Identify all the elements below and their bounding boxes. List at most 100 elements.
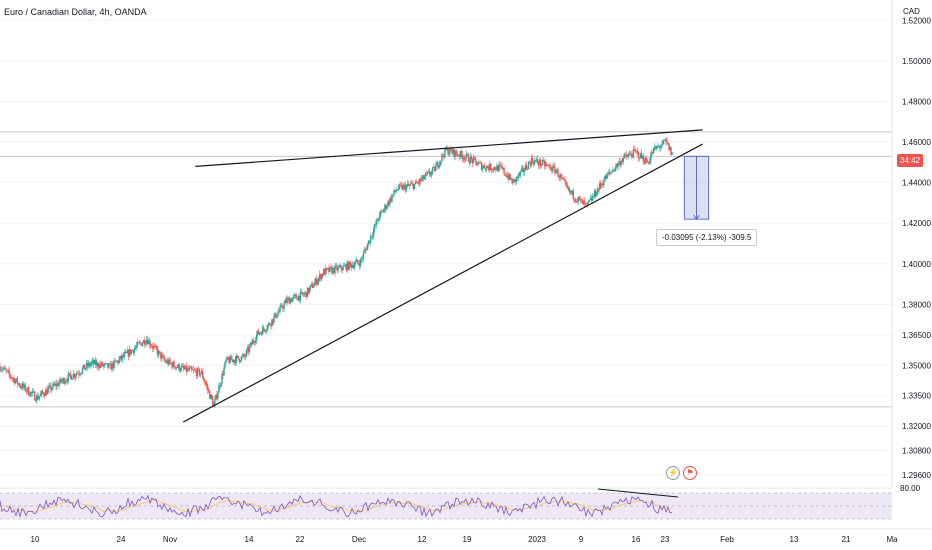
candle-body	[501, 165, 503, 169]
candle-body	[154, 346, 156, 347]
price-range-measure[interactable]	[683, 155, 710, 220]
candle-body	[232, 359, 234, 362]
candle-body	[305, 292, 308, 297]
candle-body	[397, 189, 399, 190]
candle-body	[452, 149, 454, 154]
candle-body	[346, 262, 348, 271]
candle-body	[384, 205, 386, 210]
candle-body	[164, 359, 166, 361]
candle-body	[200, 371, 203, 374]
candle-body	[610, 171, 612, 173]
candle-body	[464, 157, 467, 160]
candle-body	[655, 146, 657, 149]
candle-body	[165, 360, 167, 363]
candle-body	[256, 330, 259, 335]
candle-body	[422, 175, 425, 180]
candle-body	[359, 259, 362, 267]
candle-body	[298, 295, 301, 301]
candle-body	[392, 194, 394, 196]
candle-body	[629, 153, 632, 155]
candle-body	[523, 170, 526, 172]
candle-body	[548, 165, 550, 166]
candle-body	[342, 265, 344, 271]
candle-body	[291, 298, 293, 302]
candle-body	[366, 244, 369, 250]
y-tick-label: 1.38000	[902, 300, 931, 309]
candle-body	[363, 250, 366, 253]
candle-body	[560, 174, 562, 178]
candle-body	[175, 367, 177, 369]
candle-body	[119, 356, 121, 360]
candle-body	[36, 395, 39, 400]
rsi-upper-label: 80.00	[900, 484, 921, 493]
candle-body	[207, 385, 209, 390]
candle-body	[47, 388, 49, 395]
candle-body	[666, 139, 668, 143]
candle-body	[86, 363, 89, 367]
x-tick-label: 19	[463, 535, 472, 544]
candle-body	[239, 361, 242, 362]
candle-body	[553, 165, 555, 167]
candle-body	[534, 160, 537, 162]
candle-body	[125, 352, 127, 353]
candle-body	[138, 342, 141, 344]
trendlines[interactable]	[183, 129, 703, 423]
candle-body	[538, 159, 541, 166]
candle-body	[448, 153, 450, 155]
candle-body	[160, 352, 162, 359]
candle-body	[530, 157, 533, 166]
candle-body	[80, 372, 83, 374]
y-tick-label: 1.42000	[902, 219, 931, 228]
candle-body	[202, 377, 205, 381]
candle-body	[341, 269, 343, 271]
candle-body	[509, 173, 511, 180]
candle-body	[623, 154, 625, 159]
candle-body	[252, 340, 255, 343]
candle-body	[337, 266, 339, 271]
candle-body	[325, 268, 327, 275]
candle-body	[491, 169, 493, 171]
candle-body	[535, 159, 538, 161]
candle-body	[11, 378, 13, 379]
candle-body	[487, 166, 489, 168]
candle-body	[582, 201, 585, 205]
lightning-icon[interactable]: ⚡	[666, 466, 680, 480]
candle-body	[644, 157, 647, 164]
candle-body	[405, 185, 407, 191]
candle-body	[622, 158, 624, 162]
candle-body	[616, 164, 618, 167]
candle-body	[318, 277, 320, 282]
candle-body	[645, 157, 648, 163]
candle-body	[2, 368, 4, 370]
candle-body	[434, 166, 436, 172]
upper-trendline	[195, 129, 703, 167]
candle-body	[181, 365, 183, 367]
candle-body	[537, 163, 540, 166]
candle-body	[26, 387, 29, 392]
candle-body	[218, 385, 220, 393]
candle-body	[544, 160, 546, 167]
candle-body	[243, 354, 246, 357]
candle-body	[411, 183, 414, 185]
candle-body	[600, 183, 602, 186]
candle-body	[418, 178, 421, 184]
candle-body	[438, 166, 440, 168]
flag-icon[interactable]: ⚑	[683, 466, 697, 480]
candle-body	[71, 378, 73, 380]
candle-body	[328, 267, 330, 272]
candle-body	[433, 166, 435, 168]
candle-body	[583, 201, 586, 204]
candle-body	[227, 357, 229, 360]
candle-body	[265, 330, 267, 332]
candle-body	[499, 164, 501, 166]
candle-body	[155, 346, 157, 347]
candle-body	[329, 266, 331, 272]
candle-body	[490, 163, 492, 170]
y-tick-label: 1.35000	[902, 361, 931, 370]
candle-body	[635, 150, 638, 152]
candle-body	[414, 181, 417, 185]
candle-body	[598, 188, 600, 190]
candle-body	[614, 168, 616, 172]
candle-body	[304, 292, 307, 294]
